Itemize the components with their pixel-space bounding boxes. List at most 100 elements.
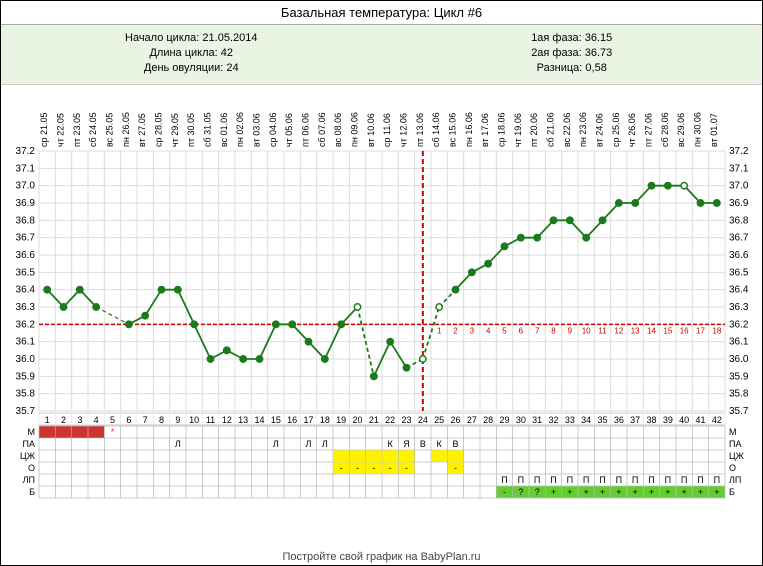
svg-text:11: 11 <box>598 326 607 335</box>
svg-text:чт 19.06: чт 19.06 <box>513 113 523 147</box>
svg-text:О: О <box>729 463 736 473</box>
svg-text:37.1: 37.1 <box>16 163 36 174</box>
svg-text:ЦЖ: ЦЖ <box>729 451 745 461</box>
svg-text:+: + <box>616 487 621 497</box>
svg-text:3: 3 <box>77 415 82 425</box>
svg-text:14: 14 <box>254 415 264 425</box>
svg-text:?: ? <box>535 487 540 497</box>
svg-text:+: + <box>714 487 719 497</box>
svg-text:вс 08.06: вс 08.06 <box>333 113 343 147</box>
svg-text:пн 16.06: пн 16.06 <box>464 112 474 147</box>
svg-text:Л: Л <box>273 439 279 449</box>
svg-text:36.5: 36.5 <box>16 267 36 278</box>
svg-text:Л: Л <box>322 439 328 449</box>
svg-text:7: 7 <box>143 415 148 425</box>
svg-text:П: П <box>501 475 507 485</box>
svg-text:17: 17 <box>303 415 313 425</box>
svg-text:-: - <box>372 463 375 473</box>
svg-text:25: 25 <box>434 415 444 425</box>
svg-text:Б: Б <box>29 487 35 497</box>
svg-text:П: П <box>599 475 605 485</box>
svg-text:П: П <box>648 475 654 485</box>
svg-text:К: К <box>437 439 443 449</box>
svg-text:37.0: 37.0 <box>729 181 749 192</box>
svg-text:сб 31.05: сб 31.05 <box>203 112 213 147</box>
svg-text:36.6: 36.6 <box>16 250 36 261</box>
svg-text:23: 23 <box>401 415 411 425</box>
svg-text:чт 26.06: чт 26.06 <box>627 113 637 147</box>
svg-text:8: 8 <box>551 326 556 335</box>
svg-text:36.1: 36.1 <box>729 337 749 348</box>
svg-text:21: 21 <box>369 415 379 425</box>
svg-text:2: 2 <box>61 415 66 425</box>
svg-text:П: П <box>616 475 622 485</box>
svg-text:ср 11.06: ср 11.06 <box>382 113 392 147</box>
page: Базальная температура: Цикл #6 Начало ци… <box>0 0 763 566</box>
svg-text:вс 25.05: вс 25.05 <box>105 113 115 147</box>
svg-text:пт 23.05: пт 23.05 <box>72 113 82 147</box>
svg-text:+: + <box>600 487 605 497</box>
svg-text:13: 13 <box>631 326 640 335</box>
svg-text:пт 27.06: пт 27.06 <box>644 113 654 147</box>
svg-text:14: 14 <box>647 326 656 335</box>
svg-text:12: 12 <box>222 415 232 425</box>
svg-text:П: П <box>583 475 589 485</box>
svg-text:11: 11 <box>206 415 215 425</box>
svg-text:9: 9 <box>175 415 180 425</box>
svg-text:36.2: 36.2 <box>16 319 36 330</box>
svg-text:1: 1 <box>45 415 50 425</box>
svg-text:42: 42 <box>712 415 722 425</box>
svg-text:Я: Я <box>403 439 410 449</box>
svg-text:4: 4 <box>94 415 99 425</box>
svg-text:пт 20.06: пт 20.06 <box>529 113 539 147</box>
svg-text:чт 29.05: чт 29.05 <box>170 113 180 147</box>
svg-text:37.0: 37.0 <box>16 181 36 192</box>
svg-text:ср 21.05: ср 21.05 <box>39 112 49 147</box>
svg-text:17: 17 <box>696 326 705 335</box>
svg-text:36: 36 <box>614 415 624 425</box>
svg-text:вт 17.06: вт 17.06 <box>480 113 490 147</box>
svg-text:36.3: 36.3 <box>729 302 749 313</box>
svg-text:19: 19 <box>336 415 346 425</box>
svg-text:-: - <box>340 463 343 473</box>
svg-text:П: П <box>567 475 573 485</box>
svg-text:В: В <box>420 439 426 449</box>
svg-text:-: - <box>503 487 506 497</box>
svg-text:ЛП: ЛП <box>729 475 741 485</box>
svg-text:сб 28.06: сб 28.06 <box>660 112 670 147</box>
svg-text:36.5: 36.5 <box>729 267 749 278</box>
svg-text:чт 05.06: чт 05.06 <box>284 113 294 147</box>
svg-text:20: 20 <box>352 415 362 425</box>
svg-text:7: 7 <box>535 326 540 335</box>
svg-text:12: 12 <box>614 326 623 335</box>
svg-text:ср 25.06: ср 25.06 <box>611 112 621 147</box>
svg-text:36.9: 36.9 <box>16 198 36 209</box>
svg-text:22: 22 <box>385 415 395 425</box>
svg-text:34: 34 <box>581 415 591 425</box>
info-left: Начало цикла: 21.05.2014 Длина цикла: 42… <box>1 31 382 76</box>
footer-text: Постройте свой график на BabyPlan.ru <box>1 551 762 563</box>
svg-text:ЦЖ: ЦЖ <box>20 451 36 461</box>
svg-text:-: - <box>356 463 359 473</box>
svg-text:37.1: 37.1 <box>729 163 749 174</box>
svg-text:пн 26.05: пн 26.05 <box>121 112 131 147</box>
svg-text:36.1: 36.1 <box>16 337 36 348</box>
svg-text:М: М <box>729 427 737 437</box>
svg-text:чт 22.05: чт 22.05 <box>56 113 66 147</box>
svg-text:К: К <box>388 439 394 449</box>
svg-text:29: 29 <box>499 415 509 425</box>
svg-text:-: - <box>405 463 408 473</box>
svg-text:сб 07.06: сб 07.06 <box>317 112 327 147</box>
svg-text:37: 37 <box>630 415 640 425</box>
svg-text:+: + <box>633 487 638 497</box>
svg-text:М: М <box>28 427 36 437</box>
svg-text:26: 26 <box>450 415 460 425</box>
svg-text:ПА: ПА <box>729 439 741 449</box>
svg-text:16: 16 <box>680 326 689 335</box>
svg-text:*: * <box>111 427 115 437</box>
svg-text:41: 41 <box>695 415 705 425</box>
svg-text:+: + <box>665 487 670 497</box>
svg-text:вт 03.06: вт 03.06 <box>252 113 262 147</box>
svg-text:П: П <box>534 475 540 485</box>
svg-text:6: 6 <box>126 415 131 425</box>
